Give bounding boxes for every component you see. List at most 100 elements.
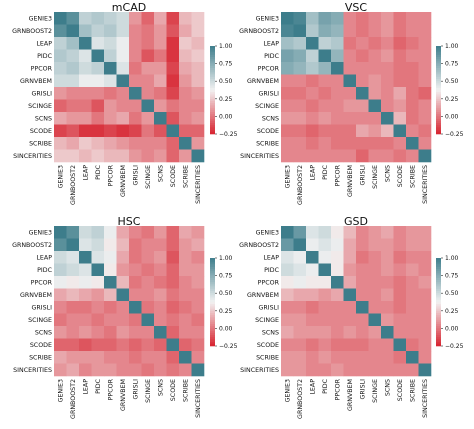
heatmap-cell (154, 351, 167, 364)
heatmap-cell (331, 74, 344, 88)
heatmap-cell (79, 288, 92, 302)
colorbar-segment (436, 54, 441, 58)
heatmap-cell (343, 87, 357, 100)
colorbar-segment (210, 118, 215, 122)
column-label: GRNBOOST2 (297, 379, 304, 419)
heatmap-cell (79, 12, 92, 25)
heatmap-cell (154, 276, 167, 289)
column-label: SCODE (170, 165, 177, 187)
heatmap-cell (393, 363, 407, 377)
heatmap-cell (406, 251, 419, 264)
column-label: GRNBOOST2 (70, 165, 77, 205)
colorbar-segment (436, 302, 441, 305)
row-label: GRNVBEM (247, 292, 279, 299)
heatmap-cell (191, 338, 205, 352)
row-label: GENIE3 (29, 229, 52, 236)
heatmap-cell (306, 313, 319, 327)
heatmap-cell (356, 62, 369, 75)
heatmap-cell (343, 313, 357, 327)
heatmap-cell (166, 87, 180, 100)
heatmap-cell (356, 87, 369, 100)
heatmap-cell (418, 74, 432, 88)
heatmap-cell (306, 326, 319, 339)
colorbar-segment (210, 79, 215, 82)
heatmap-cell (393, 24, 407, 38)
colorbar-segment (436, 315, 441, 318)
heatmap-cell (293, 62, 307, 75)
row-label: SCNS (262, 329, 279, 336)
heatmap-cell (104, 263, 117, 277)
heatmap-cell (79, 251, 92, 264)
heatmap-cell (406, 149, 419, 163)
colorbar-segment (436, 131, 441, 135)
heatmap-cell (179, 87, 192, 100)
heatmap-cell (406, 276, 419, 289)
heatmap-cell (418, 149, 432, 163)
heatmap-cell (318, 263, 332, 277)
heatmap-cell (331, 238, 344, 252)
row-label: SCODE (30, 128, 52, 135)
heatmap-cell (166, 149, 180, 163)
heatmap-cell (318, 288, 332, 302)
heatmap-cell (129, 238, 142, 252)
heatmap-cell (141, 112, 155, 125)
colorbar-segment (210, 50, 215, 53)
heatmap-cell (54, 49, 67, 63)
heatmap-cell (179, 263, 192, 277)
heatmap-cell (368, 226, 382, 239)
heatmap-cell (356, 124, 369, 138)
heatmap-cell (104, 226, 117, 239)
colorbar-segment (436, 326, 441, 329)
heatmap-cell (381, 263, 394, 277)
heatmap-cell (281, 326, 294, 339)
heatmap-cell (166, 12, 180, 25)
heatmap-cell (129, 12, 142, 25)
colorbar-segment (210, 98, 215, 102)
colorbar-tick-label: 0.75 (219, 61, 233, 68)
heatmap-cell (293, 124, 307, 138)
heatmap-cell (293, 12, 307, 25)
heatmap-cell (104, 12, 117, 25)
colorbar-segment (210, 127, 215, 130)
heatmap-cell (66, 24, 80, 38)
heatmap-cell (104, 326, 117, 339)
heatmap-cell (368, 326, 382, 339)
colorbar-segment (210, 81, 215, 84)
heatmap-cell (368, 263, 382, 277)
heatmap-cell (54, 149, 67, 163)
colorbar-segment (436, 98, 441, 102)
heatmap-cell (418, 37, 432, 50)
colorbar-segment (436, 337, 441, 340)
column-label: GRNVBEM (347, 379, 354, 411)
heatmap-cell (318, 12, 332, 25)
heatmap-cell (356, 226, 369, 239)
heatmap-cell (293, 99, 307, 113)
colorbar-segment (436, 293, 441, 296)
heatmap-cell (179, 112, 192, 125)
heatmap-cell (141, 74, 155, 88)
row-label: SINCERITIES (240, 367, 279, 374)
heatmap-cell (318, 363, 332, 377)
heatmap-cell (129, 276, 142, 289)
heatmap-cell (179, 288, 192, 302)
colorbar-segment (436, 120, 441, 124)
heatmap-cell (381, 363, 394, 377)
column-label: PIDC (95, 378, 102, 394)
heatmap-cell (166, 276, 180, 289)
heatmap-cell (91, 37, 105, 50)
row-label: GRISLI (259, 90, 280, 97)
heatmap-cell (141, 87, 155, 100)
heatmap-cell (191, 99, 205, 113)
heatmap-cell (306, 238, 319, 252)
heatmap-cell (381, 12, 394, 25)
heatmap-cell (104, 363, 117, 377)
heatmap-cell (179, 49, 192, 63)
heatmap-cell (343, 276, 357, 289)
heatmap-cell (306, 363, 319, 377)
heatmap-cell (306, 124, 319, 138)
heatmap-cell (368, 313, 382, 327)
heatmap-cell (79, 351, 92, 364)
colorbar-segment (436, 114, 441, 117)
colorbar-segment (436, 319, 441, 323)
colorbar-segment (436, 96, 441, 100)
